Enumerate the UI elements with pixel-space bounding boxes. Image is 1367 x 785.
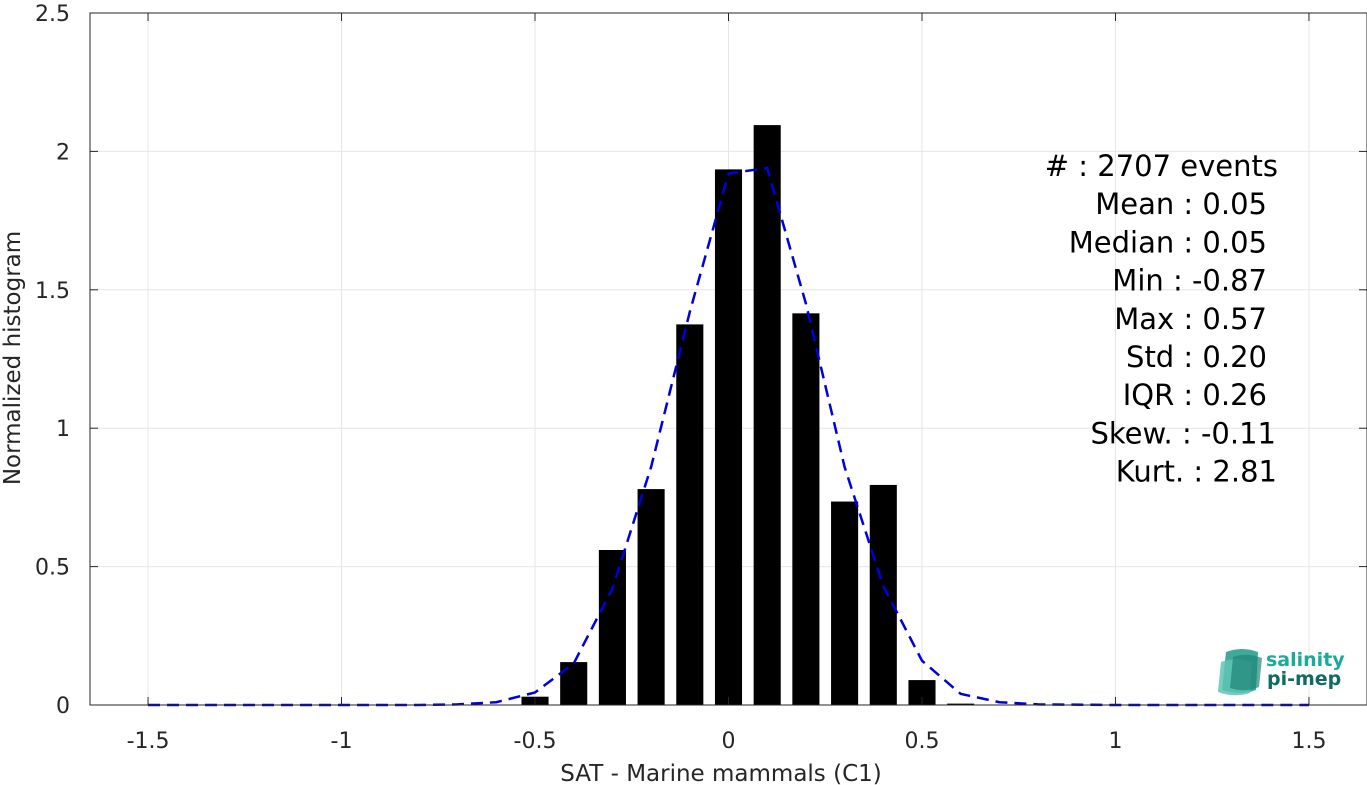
axis-ticks — [90, 12, 1367, 706]
histogram-bars — [521, 125, 975, 706]
histogram-bar — [560, 662, 588, 705]
stat-line: Kurt. : 2.81 — [1116, 455, 1277, 489]
stat-line: Max : 0.57 — [1114, 302, 1267, 336]
histogram-bar — [792, 313, 820, 705]
x-tick-label: 1 — [1108, 729, 1122, 754]
x-tick-label: -1 — [331, 729, 353, 754]
stat-line: Mean : 0.05 — [1095, 187, 1267, 221]
x-tick-label: 0.5 — [904, 729, 939, 754]
x-tick-label: -1.5 — [127, 729, 170, 754]
y-tick-label: 1.5 — [35, 279, 70, 304]
x-tick-label: 1.5 — [1291, 729, 1326, 754]
x-tick-label: 0 — [722, 729, 736, 754]
logo-text-pi-mep: pi-mep — [1267, 668, 1341, 690]
y-tick-label: 2 — [56, 140, 70, 165]
histogram-bar — [676, 324, 704, 705]
statistics-annotation: # : 2707 events Mean : 0.05 Median : 0.05 M… — [1045, 149, 1278, 489]
y-tick-label: 0 — [56, 694, 70, 719]
histogram-bar — [637, 489, 665, 705]
y-tick-labels: 0 0.5 1 1.5 2 2.5 — [35, 2, 70, 719]
x-axis-label: SAT - Marine mammals (C1) — [560, 761, 882, 785]
stat-line: Std : 0.20 — [1126, 340, 1267, 374]
histogram-bar — [947, 703, 975, 705]
salinity-pi-mep-logo: salinity pi-mep — [1218, 649, 1345, 696]
x-tick-labels: -1.5 -1 -0.5 0 0.5 1 1.5 — [127, 729, 1327, 754]
stat-line: Median : 0.05 — [1069, 225, 1267, 259]
y-axis-label: Normalized histogram — [0, 231, 26, 485]
wave-logo-icon — [1218, 649, 1262, 696]
logo-text-salinity: salinity — [1266, 649, 1345, 671]
histogram-bar — [714, 169, 743, 706]
histogram-bar — [753, 125, 781, 705]
x-tick-label: -0.5 — [514, 729, 557, 754]
gaussian-fit-line — [148, 166, 1309, 707]
stat-line: Skew. : -0.11 — [1090, 416, 1276, 450]
stat-line: # : 2707 events — [1045, 149, 1278, 183]
y-tick-label: 2.5 — [35, 2, 70, 27]
y-tick-label: 1 — [56, 417, 70, 442]
y-tick-label: 0.5 — [35, 556, 70, 581]
histogram-bar — [598, 549, 626, 705]
histogram-bar — [869, 484, 897, 705]
histogram-bar — [831, 501, 859, 705]
stat-line: Min : -0.87 — [1112, 264, 1267, 298]
stat-line: IQR : 0.26 — [1123, 378, 1267, 412]
